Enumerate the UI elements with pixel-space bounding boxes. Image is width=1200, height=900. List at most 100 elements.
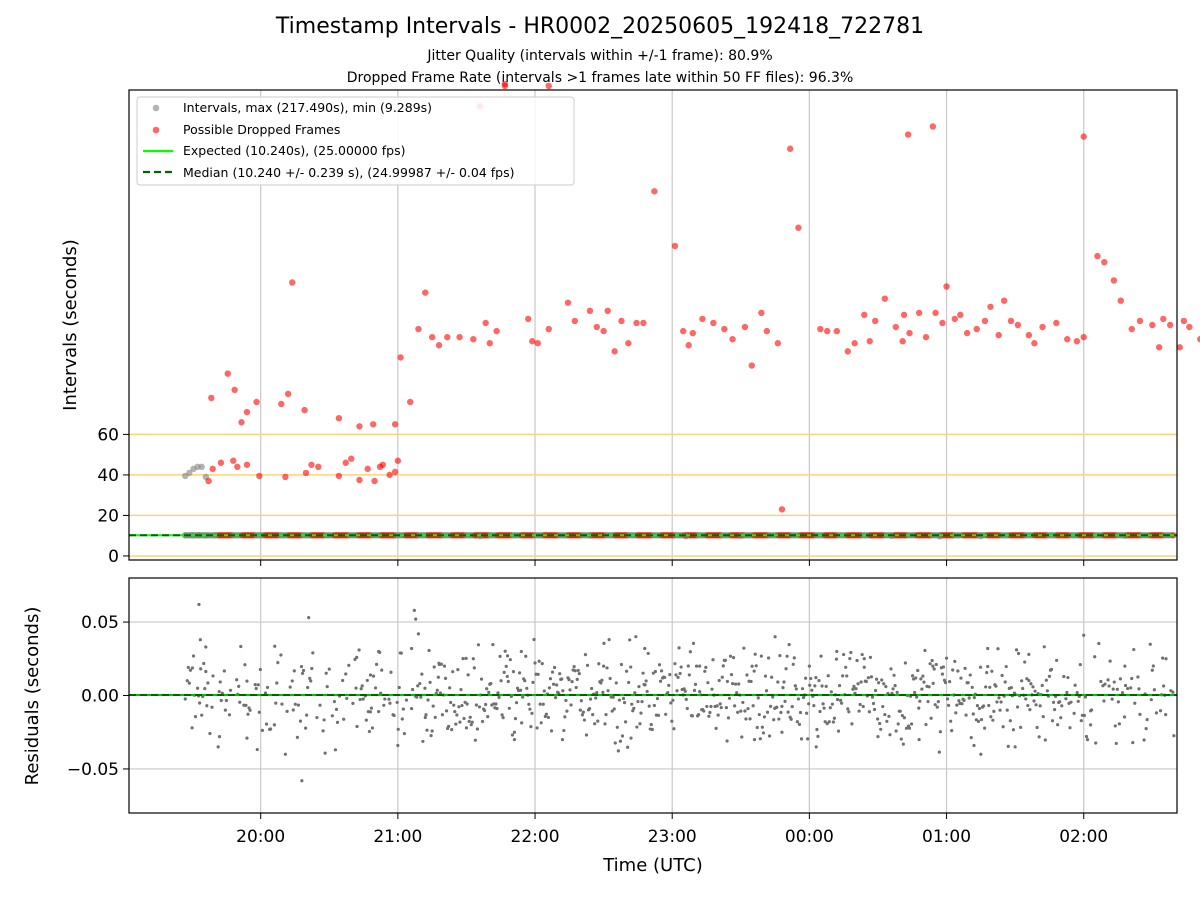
residual-point [342, 717, 346, 721]
residual-point [272, 723, 277, 727]
residual-point [755, 725, 759, 730]
dropped-frame-point [435, 342, 443, 349]
residual-point [761, 731, 766, 735]
residual-point [280, 702, 284, 706]
residual-point [793, 684, 797, 688]
residual-point [585, 663, 590, 667]
dropped-frame-point [679, 327, 687, 335]
residual-point [829, 690, 833, 694]
residual-point [873, 688, 878, 693]
residual-point [880, 678, 884, 682]
residual-point [856, 682, 860, 686]
residual-point [519, 649, 523, 654]
residual-point [887, 714, 891, 718]
residual-point [676, 675, 680, 679]
residual-point [636, 699, 640, 704]
intervals-x-tick-marks [260, 560, 1085, 566]
residual-point [819, 654, 823, 658]
residual-point [923, 648, 927, 653]
residual-point [765, 710, 770, 714]
residual-point [1052, 707, 1057, 712]
residual-point [1016, 651, 1021, 656]
residual-point [610, 709, 614, 713]
dropped-frame-point [951, 315, 958, 323]
residual-point [453, 709, 457, 714]
residual-point [198, 701, 202, 705]
residual-point [703, 669, 707, 673]
residual-point [988, 685, 992, 689]
residual-point [1126, 686, 1130, 691]
residual-point [816, 734, 820, 738]
residual-point [725, 679, 730, 684]
residual-point [619, 662, 624, 667]
dropped-frame-point [486, 340, 493, 347]
residual-point [915, 695, 919, 699]
residual-point [945, 697, 950, 701]
residual-point [452, 703, 456, 707]
residual-point [330, 714, 334, 718]
residual-point [996, 647, 1000, 651]
dropped-frame-point [1064, 335, 1071, 343]
residual-point [832, 716, 837, 720]
residual-point [727, 696, 732, 700]
residual-point [190, 726, 194, 730]
residual-point [438, 691, 442, 695]
residual-point [611, 695, 615, 699]
residual-point [858, 702, 862, 707]
residual-point [808, 683, 812, 687]
residual-point [416, 684, 420, 688]
residual-point [420, 672, 424, 676]
dropped-frame-point [973, 325, 980, 333]
residual-point [1050, 719, 1055, 723]
residual-point [966, 681, 970, 685]
residual-point [419, 695, 423, 699]
residual-point [991, 718, 995, 722]
residual-point [741, 700, 745, 705]
residual-point [1072, 711, 1076, 715]
residual-point [638, 722, 642, 726]
residual-point [536, 672, 540, 676]
residual-point [962, 698, 966, 702]
residual-point [467, 719, 471, 724]
dropped-frame-point [1007, 317, 1015, 325]
residual-point [535, 726, 539, 730]
residual-point [917, 737, 921, 742]
residual-point [685, 706, 689, 711]
residual-point [423, 715, 427, 720]
dropped-frame-point [534, 340, 541, 347]
dropped-frame-point [1128, 325, 1135, 333]
residual-point [1008, 719, 1012, 723]
residual-point [983, 726, 987, 730]
dropped-frame-point [571, 317, 579, 325]
residual-point [972, 696, 976, 700]
residual-point [869, 675, 874, 679]
residual-point [711, 658, 715, 662]
residual-point [595, 690, 599, 695]
residual-point [933, 703, 937, 707]
dropped-frame-point [524, 315, 532, 323]
residual-point [650, 727, 654, 732]
residual-point [555, 683, 559, 687]
residual-point [878, 721, 882, 726]
residual-point [807, 702, 811, 706]
residual-point [1151, 664, 1155, 668]
residual-point [217, 735, 222, 739]
residual-point [954, 711, 958, 715]
residual-point [817, 678, 821, 683]
residual-point [573, 669, 577, 673]
residual-point [304, 726, 308, 730]
residual-point [253, 683, 257, 687]
residual-point [848, 657, 852, 661]
dropped-frame-point [407, 398, 414, 406]
residual-point [852, 684, 856, 688]
residual-point [567, 678, 571, 682]
residual-point [222, 669, 226, 673]
residual-point [374, 662, 379, 666]
residual-point [1094, 741, 1098, 745]
residual-point [749, 679, 753, 684]
intervals-points [182, 80, 1200, 540]
residual-point [578, 708, 582, 712]
residual-point [499, 679, 503, 683]
residual-point [570, 680, 574, 684]
dropped-frame-point [1155, 344, 1163, 351]
